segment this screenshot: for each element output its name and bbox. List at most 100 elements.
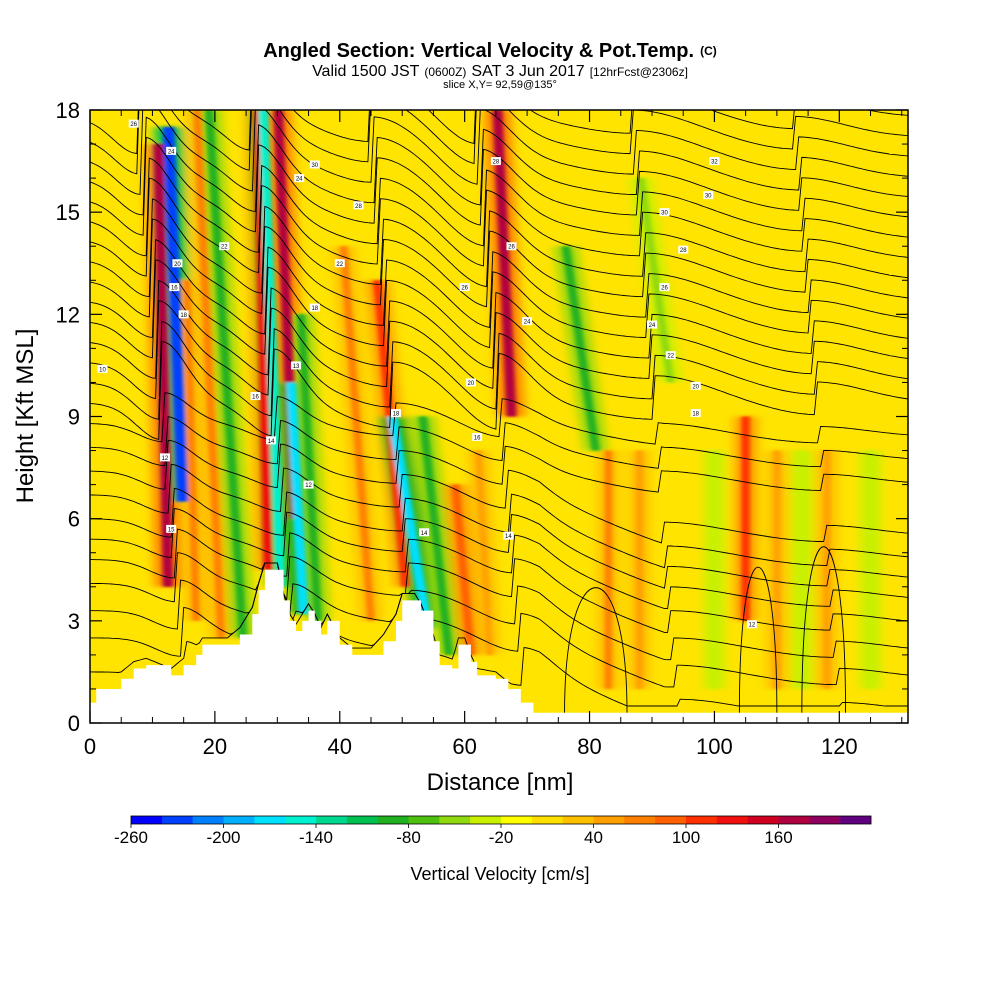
contour-label-11: 22 — [334, 259, 345, 268]
velocity-band-core-8 — [285, 382, 309, 614]
colorbar-swatch-7 — [346, 816, 378, 824]
contour-label-text: 22 — [667, 354, 674, 360]
plot-area: 26 24 20 16 10 12 15 18 22 30 24 22 18 13 16 14 12 28 26 20… — [90, 110, 908, 723]
contour-label-box — [128, 119, 139, 128]
contour-label-33: 22 — [665, 351, 676, 360]
x-tick-label: 100 — [696, 734, 733, 759]
contour-label-box — [659, 283, 670, 292]
y-tick-label: 6 — [68, 507, 80, 532]
isentrope-24 — [90, 110, 908, 175]
contour-label-26: 24 — [522, 317, 533, 326]
contour-label-box — [709, 157, 720, 166]
colorbar-swatch-3 — [223, 816, 255, 824]
isentrope-19 — [90, 177, 908, 277]
contour-label-text: 30 — [311, 163, 318, 169]
contour-label-box — [465, 378, 476, 387]
contour-label-box — [294, 174, 305, 183]
contour-label-text: 16 — [171, 286, 178, 292]
contour-label-29: 30 — [659, 208, 670, 217]
isentrope-16 — [90, 239, 908, 339]
contour-label-box — [490, 157, 501, 166]
slice-label: slice X,Y= 92,59@135° — [443, 79, 557, 91]
isentrope-11 — [90, 341, 908, 440]
subtitle-utc: (0600Z) — [424, 65, 466, 79]
colorbar-tick-label: 40 — [584, 828, 603, 847]
x-tick-label: 0 — [84, 734, 96, 759]
colorbar-swatch-4 — [254, 816, 286, 824]
velocity-band-core-26 — [867, 450, 874, 689]
colorbar-swatch-9 — [408, 816, 440, 824]
contour-label-8: 22 — [219, 242, 230, 251]
contour-label-text: 30 — [705, 194, 712, 200]
velocity-band-core-16 — [474, 450, 494, 655]
velocity-band-core-15 — [492, 110, 517, 417]
contour-label-28: 30 — [703, 191, 714, 200]
velocity-band-core-20 — [637, 178, 675, 383]
contour-label-box — [459, 283, 470, 292]
contour-label-27: 32 — [709, 157, 720, 166]
contour-label-text: 15 — [168, 527, 175, 533]
contour-label-text: 26 — [461, 286, 468, 292]
colorbar-tick-label: -80 — [396, 828, 421, 847]
colorbar-tick-label: -20 — [489, 828, 514, 847]
colorbar-swatch-8 — [377, 816, 409, 824]
contour-label-18: 26 — [459, 283, 470, 292]
contour-label-text: 20 — [174, 262, 181, 268]
contour-label-text: 30 — [661, 211, 668, 217]
contour-label-text: 14 — [421, 531, 428, 537]
contour-label-box — [506, 242, 517, 251]
isentrope-7 — [90, 463, 908, 544]
velocity-band-core-21 — [711, 450, 718, 689]
contour-label-text: 12 — [749, 623, 756, 629]
contour-label-text: 10 — [99, 367, 106, 373]
theta-contours — [90, 110, 908, 713]
isentrope-12 — [90, 320, 908, 420]
x-tick-label: 60 — [452, 734, 476, 759]
colorbar-swatch-0 — [131, 816, 163, 824]
chart-title: Angled Section: Vertical Velocity & Pot.… — [263, 40, 717, 62]
contour-label-text: 20 — [692, 384, 699, 390]
isentrope-4 — [90, 528, 908, 610]
contour-label-box — [250, 392, 261, 401]
colorbar-swatch-21 — [778, 816, 810, 824]
colorbar-swatch-12 — [501, 816, 533, 824]
isentrope-17 — [90, 218, 908, 318]
contour-label-box — [309, 303, 320, 312]
colorbar-swatch-17 — [655, 816, 687, 824]
cell-contour-1 — [738, 567, 778, 713]
contour-label-14: 16 — [250, 392, 261, 401]
chart-title-mark: (C) — [700, 44, 717, 58]
chart-subtitle: Valid 1500 JST (0600Z) SAT 3 Jun 2017 [12hr… — [312, 63, 688, 80]
contour-label-9: 30 — [309, 160, 320, 169]
contour-label-text: 22 — [336, 262, 343, 268]
contour-label-4: 10 — [97, 364, 108, 373]
chart-title-text: Angled Section: Vertical Velocity & Pot.… — [263, 40, 694, 62]
y-axis-label: Height [Kft MSL] — [12, 329, 39, 504]
contour-label-text: 28 — [355, 204, 362, 210]
contour-label-box — [353, 201, 364, 210]
y-tick-label: 0 — [68, 711, 80, 736]
velocity-band-core-2 — [183, 280, 200, 621]
velocity-band-core-24 — [798, 450, 806, 689]
contour-label-15: 14 — [266, 436, 277, 445]
y-tick-label: 12 — [56, 302, 80, 327]
isentrope-10 — [90, 392, 908, 445]
contour-label-text: 32 — [711, 160, 718, 166]
contour-label-text: 20 — [468, 381, 475, 387]
contour-label-3: 16 — [169, 283, 180, 292]
x-tick-label: 20 — [203, 734, 227, 759]
contour-label-13: 13 — [291, 361, 302, 370]
colorbar-swatch-19 — [716, 816, 748, 824]
x-axis-label: Distance [nm] — [427, 769, 574, 796]
contour-label-34: 20 — [690, 381, 701, 390]
contour-label-24: 28 — [490, 157, 501, 166]
colorbar: -260 -200 -140 -80 -20 40 100 160 — [114, 815, 872, 847]
colorbar-swatch-23 — [840, 816, 872, 824]
y-tick-label: 18 — [56, 98, 80, 123]
contour-label-20: 18 — [390, 409, 401, 418]
contour-label-text: 16 — [474, 435, 481, 441]
colorbar-swatch-14 — [562, 816, 594, 824]
contour-label-box — [219, 242, 230, 251]
y-axis: 0 3 6 9 12 15 18 — [56, 98, 908, 736]
colorbar-swatch-11 — [470, 816, 502, 824]
